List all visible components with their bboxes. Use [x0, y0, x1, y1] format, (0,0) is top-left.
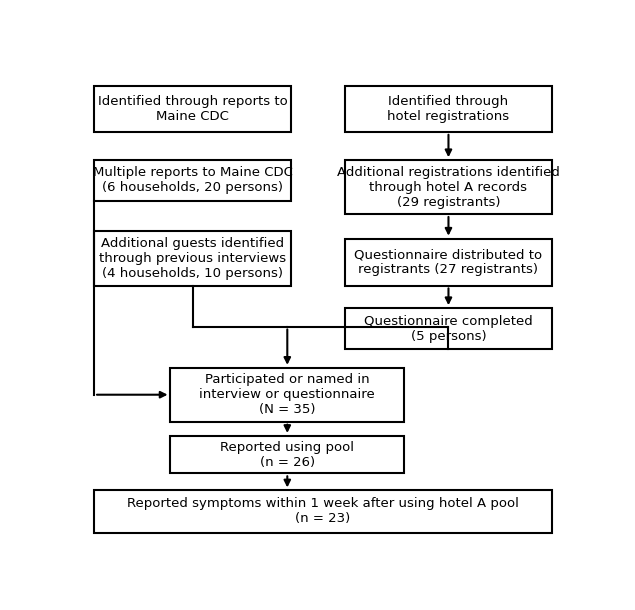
FancyBboxPatch shape: [170, 436, 404, 473]
Text: Questionnaire distributed to
registrants (27 registrants): Questionnaire distributed to registrants…: [354, 248, 542, 276]
Text: Identified through
hotel registrations: Identified through hotel registrations: [387, 95, 509, 123]
Text: Additional guests identified
through previous interviews
(4 households, 10 perso: Additional guests identified through pre…: [99, 237, 286, 280]
FancyBboxPatch shape: [345, 160, 552, 214]
Text: Questionnaire completed
(5 persons): Questionnaire completed (5 persons): [364, 315, 533, 343]
Text: Additional registrations identified
through hotel A records
(29 registrants): Additional registrations identified thro…: [337, 165, 560, 209]
Text: Participated or named in
interview or questionnaire
(N = 35): Participated or named in interview or qu…: [199, 373, 375, 416]
FancyBboxPatch shape: [345, 86, 552, 132]
FancyBboxPatch shape: [94, 160, 291, 201]
FancyBboxPatch shape: [94, 231, 291, 285]
Text: Reported symptoms within 1 week after using hotel A pool
(n = 23): Reported symptoms within 1 week after us…: [127, 497, 519, 525]
FancyBboxPatch shape: [345, 239, 552, 285]
FancyBboxPatch shape: [94, 490, 552, 533]
Text: Identified through reports to
Maine CDC: Identified through reports to Maine CDC: [98, 95, 288, 123]
Text: Multiple reports to Maine CDC
(6 households, 20 persons): Multiple reports to Maine CDC (6 househo…: [93, 167, 293, 195]
FancyBboxPatch shape: [345, 308, 552, 350]
Text: Reported using pool
(n = 26): Reported using pool (n = 26): [220, 440, 354, 468]
FancyBboxPatch shape: [170, 368, 404, 422]
FancyBboxPatch shape: [94, 86, 291, 132]
